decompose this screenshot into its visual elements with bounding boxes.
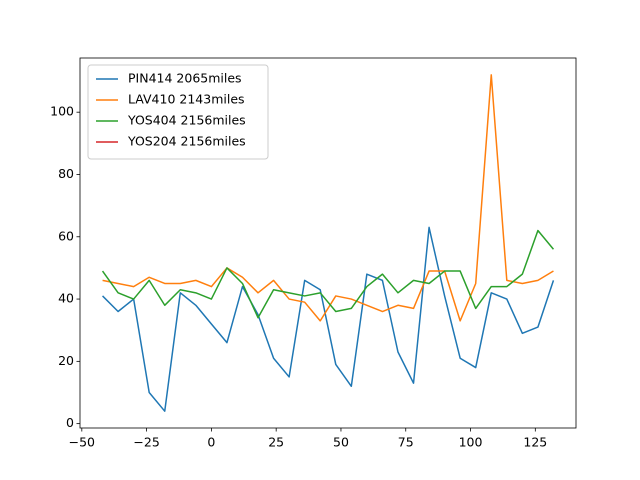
y-tick-label: 20 [58,353,74,368]
legend-label: LAV410 2143miles [128,92,245,107]
y-tick-label: 100 [50,104,74,119]
legend-label: YOS404 2156miles [127,113,246,128]
y-tick-label: 40 [58,291,74,306]
x-tick-label: 75 [398,435,414,450]
y-tick-label: 60 [58,228,74,243]
legend: PIN414 2065miles LAV410 2143miles YOS404 2… [87,64,269,160]
x-tick-label: −50 [69,435,95,450]
x-tick-label: 100 [459,435,483,450]
x-tick-label: 25 [268,435,284,450]
legend-label: YOS204 2156miles [127,134,246,149]
y-tick-label: 80 [58,166,74,181]
x-tick-label: 50 [333,435,349,450]
legend-label: PIN414 2065miles [128,71,242,86]
x-tick-label: 0 [207,435,215,450]
series-line [102,226,555,412]
plot-frame [79,57,577,429]
series-line [102,74,554,322]
legend-box [87,64,269,160]
x-tick-label: 125 [523,435,547,450]
x-tick-label: −25 [133,435,159,450]
y-tick-label: 0 [66,415,74,430]
series-line [101,229,555,319]
